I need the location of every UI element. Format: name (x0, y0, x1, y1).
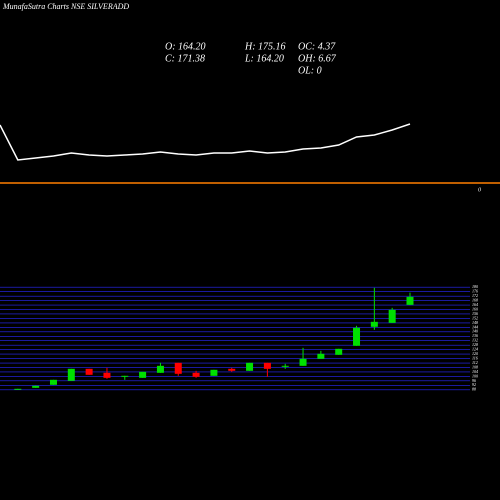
ohlc-close: C: 171.38 (165, 53, 205, 64)
y-tick-label: 128 (472, 342, 478, 347)
candle-body (228, 368, 236, 371)
ohlc-open: O: 164.20 (165, 41, 206, 52)
candle-body (192, 372, 200, 377)
y-tick-label: 176 (472, 289, 478, 294)
candle-body (370, 321, 378, 327)
y-tick-label: 120 (472, 351, 478, 356)
y-tick-label: 152 (472, 315, 478, 320)
y-tick-label: 164 (472, 302, 478, 307)
candle-body (85, 368, 93, 375)
y-tick-label: 108 (472, 364, 478, 369)
y-tick-label: 160 (472, 306, 478, 311)
candle-body (406, 296, 414, 305)
candle-body (281, 365, 289, 367)
y-tick-label: 92 (472, 382, 476, 387)
candle-body (121, 375, 129, 377)
y-tick-label: 0 (478, 187, 481, 193)
y-tick-label: 172 (472, 293, 478, 298)
y-tick-label: 180 (472, 284, 478, 289)
candle-body (317, 353, 325, 359)
price-line (0, 123, 411, 161)
y-tick-label: 136 (472, 333, 478, 338)
candle-body (49, 379, 57, 385)
y-tick-label: 132 (472, 338, 478, 343)
y-tick-label: 88 (472, 387, 476, 392)
y-tick-label: 124 (472, 347, 478, 352)
ohlc-low: L: 164.20 (244, 53, 284, 64)
y-tick-label: 100 (472, 373, 478, 378)
y-tick-label: 140 (472, 329, 478, 334)
y-tick-label: 144 (472, 324, 478, 329)
candle-body (210, 369, 218, 376)
candle-body (353, 327, 361, 346)
ohlc-oc: OC: 4.37 (298, 41, 336, 52)
y-tick-label: 116 (472, 355, 478, 360)
chart-title: MunafaSutra Charts NSE SILVERADD (2, 2, 129, 11)
candle-body (14, 388, 22, 390)
candle-body (246, 362, 254, 371)
y-tick-label: 96 (472, 378, 476, 383)
candle-body (103, 372, 111, 378)
candle-body (67, 368, 75, 381)
y-tick-label: 156 (472, 311, 478, 316)
candle-body (32, 385, 40, 388)
y-tick-label: 112 (472, 360, 478, 365)
y-tick-label: 148 (472, 320, 478, 325)
ohlc-ol: OL: 0 (298, 65, 322, 76)
y-tick-label: 104 (472, 369, 478, 374)
candle-body (263, 362, 271, 369)
candle-body (156, 365, 164, 373)
candle-body (174, 362, 182, 374)
ohlc-high: H: 175.16 (244, 41, 286, 52)
y-tick-label: 168 (472, 298, 478, 303)
ohlc-oh: OH: 6.67 (298, 53, 337, 64)
candle-body (335, 348, 343, 355)
candle-body (388, 309, 396, 323)
candle-body (139, 371, 147, 378)
candle-body (299, 358, 307, 366)
